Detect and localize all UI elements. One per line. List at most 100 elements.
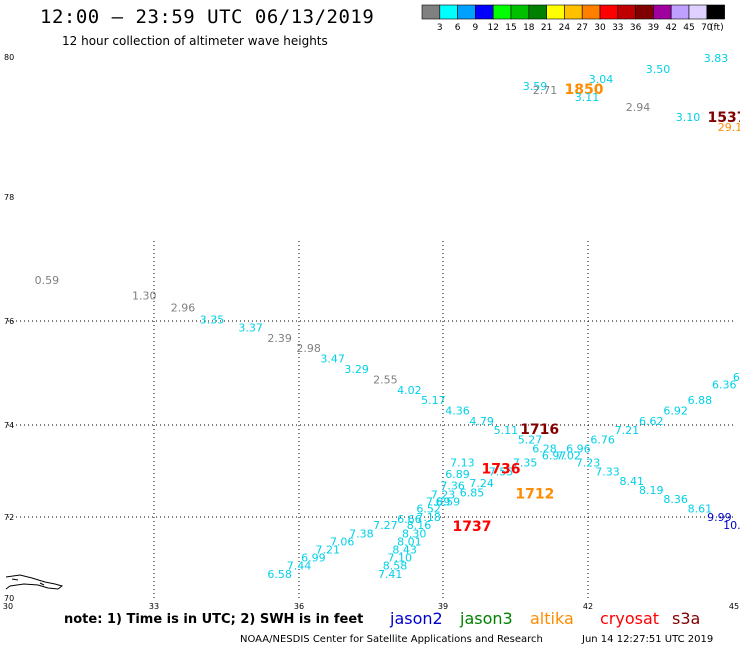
chart-title: 12:00 – 23:59 UTC 06/13/2019 [40, 6, 375, 28]
footer-timestamp: Jun 14 12:27:51 UTC 2019 [582, 634, 714, 645]
wave-height-label: 6.58 [267, 568, 292, 581]
wave-height-label: 6.96 [566, 443, 591, 456]
wave-height-label: 8.19 [639, 484, 664, 497]
pass-time-label: 1850 [565, 82, 604, 98]
colorbar-label: 70 [701, 23, 713, 33]
wave-height-label: 6.66 [397, 513, 422, 526]
colorbar-swatch [670, 4, 690, 20]
wave-height-label: 2.55 [373, 373, 398, 386]
wave-height-label: 7.55 [489, 466, 514, 479]
wave-height-label: 6.88 [688, 394, 713, 407]
pass-time-label: 1737 [453, 519, 492, 535]
wave-height-label: 8.41 [620, 475, 645, 488]
wave-height-label: 8.01 [397, 535, 422, 548]
colorbar-label: 9 [473, 23, 479, 33]
axis-tick-labels: 30 33 36 39 42 45 70 72 74 76 78 80 [3, 53, 739, 611]
colorbar-label: 36 [630, 23, 642, 33]
colorbar-label: 3 [437, 23, 443, 33]
wave-height-values: 0.59 1.30 2.96 3.35 3.37 2.39 2.983.473.29 2.55… [35, 52, 740, 581]
wave-height-label: 6.99 [301, 552, 326, 565]
wave-height-label: 3.35 [200, 314, 225, 327]
y-tick-label: 74 [4, 421, 14, 430]
wave-height-label: 7.38 [349, 527, 374, 540]
lat-lon-grid [8, 240, 734, 598]
colorbar-label: 39 [648, 23, 660, 33]
colorbar-label: 18 [523, 23, 535, 33]
wave-height-label: 6.36 [712, 379, 737, 392]
y-tick-label: 70 [4, 594, 14, 603]
pass-time-label: 1716 [520, 422, 559, 438]
colorbar-swatch [475, 4, 494, 20]
x-tick-label: 45 [729, 602, 739, 611]
y-tick-label: 72 [4, 513, 14, 522]
wave-height-label: 8.43 [392, 543, 417, 556]
colorbar-swatch [492, 4, 512, 20]
pass-time-label: 1712 [515, 487, 554, 503]
x-tick-label: 30 [3, 602, 13, 611]
x-tick-label: 39 [438, 602, 448, 611]
wave-height-label: 6.92 [663, 405, 688, 418]
wave-height-label: 6.97 [542, 450, 567, 463]
colorbar-swatch [617, 4, 636, 20]
colorbar-swatch [706, 4, 725, 20]
wave-height-label: 6.52 [416, 502, 441, 515]
colorbar-label: 45 [683, 23, 694, 33]
wave-height-label: 4.36 [445, 405, 470, 418]
wave-height-label: 3.50 [646, 63, 671, 76]
colorbar-label: 42 [665, 23, 676, 33]
wave-height-label: 7.18 [416, 511, 441, 524]
colorbar-legend: 3 6 9 12 15 18 21 24 27 30 33 36 39 42 45 70(ft) [421, 4, 725, 33]
wave-height-label: 6.62 [639, 415, 664, 428]
wave-height-label: 2.94 [626, 101, 651, 114]
footer-credit: NOAA/NESDIS Center for Satellite Applica… [240, 634, 543, 645]
wave-height-label: 2.71 [533, 84, 558, 97]
legend-s3a: s3a [672, 609, 701, 628]
wave-height-label: 7.23 [431, 489, 456, 502]
wave-height-label: 6 [733, 371, 740, 384]
wave-height-label: 6.85 [460, 486, 485, 499]
wave-height-label: 3.29 [344, 363, 369, 376]
legend-jason2: jason2 [390, 609, 443, 628]
wave-height-label: 2.39 [267, 332, 292, 345]
colorbar-swatch [439, 4, 458, 20]
wave-height-label: 8.16 [407, 519, 432, 532]
wave-height-label: 4.79 [469, 415, 494, 428]
wave-height-label: 3.47 [320, 353, 345, 366]
wave-height-label: 2.96 [171, 302, 196, 315]
legend-altika: altika [530, 609, 574, 628]
wave-height-label: 3.10 [676, 111, 701, 124]
wave-height-label: 7.44 [287, 560, 312, 573]
wave-height-label: 8.30 [402, 527, 427, 540]
colorbar-swatch [581, 4, 601, 20]
wave-height-label: 9.99 [707, 511, 732, 524]
wave-height-label: 0.59 [35, 274, 60, 287]
wave-height-label: 7.21 [615, 424, 640, 437]
y-tick-label: 78 [4, 193, 14, 202]
wave-height-label: 3.04 [589, 73, 614, 86]
pass-time-label: 1736 [482, 461, 521, 477]
wave-height-label: 7.13 [450, 456, 475, 469]
wave-height-label: 6.76 [590, 433, 615, 446]
colorbar-swatch [635, 4, 654, 20]
colorbar-unit: (ft) [710, 23, 724, 33]
x-tick-label: 33 [149, 602, 159, 611]
wave-height-label: 3.59 [523, 80, 548, 93]
colorbar-label: 24 [559, 23, 571, 33]
wave-height-label: 7.10 [388, 552, 413, 565]
colorbar-swatch [528, 4, 547, 20]
wave-height-label: 3.37 [238, 321, 263, 334]
wave-height-label: 6.59 [436, 496, 461, 509]
colorbar-label: 6 [455, 23, 461, 33]
wave-height-label: 3.83 [704, 52, 729, 65]
x-tick-label: 42 [583, 602, 593, 611]
wave-height-label: 3.11 [575, 91, 600, 104]
wave-height-label: 1.30 [132, 289, 157, 302]
wave-height-label: 8.36 [663, 493, 688, 506]
colorbar-swatch [564, 4, 583, 20]
colorbar-label: 27 [576, 23, 587, 33]
wave-height-label: 7.02 [556, 450, 581, 463]
wave-height-label: 7.21 [316, 543, 341, 556]
wave-height-label: 2.98 [296, 342, 321, 355]
colorbar-swatch [599, 4, 619, 20]
